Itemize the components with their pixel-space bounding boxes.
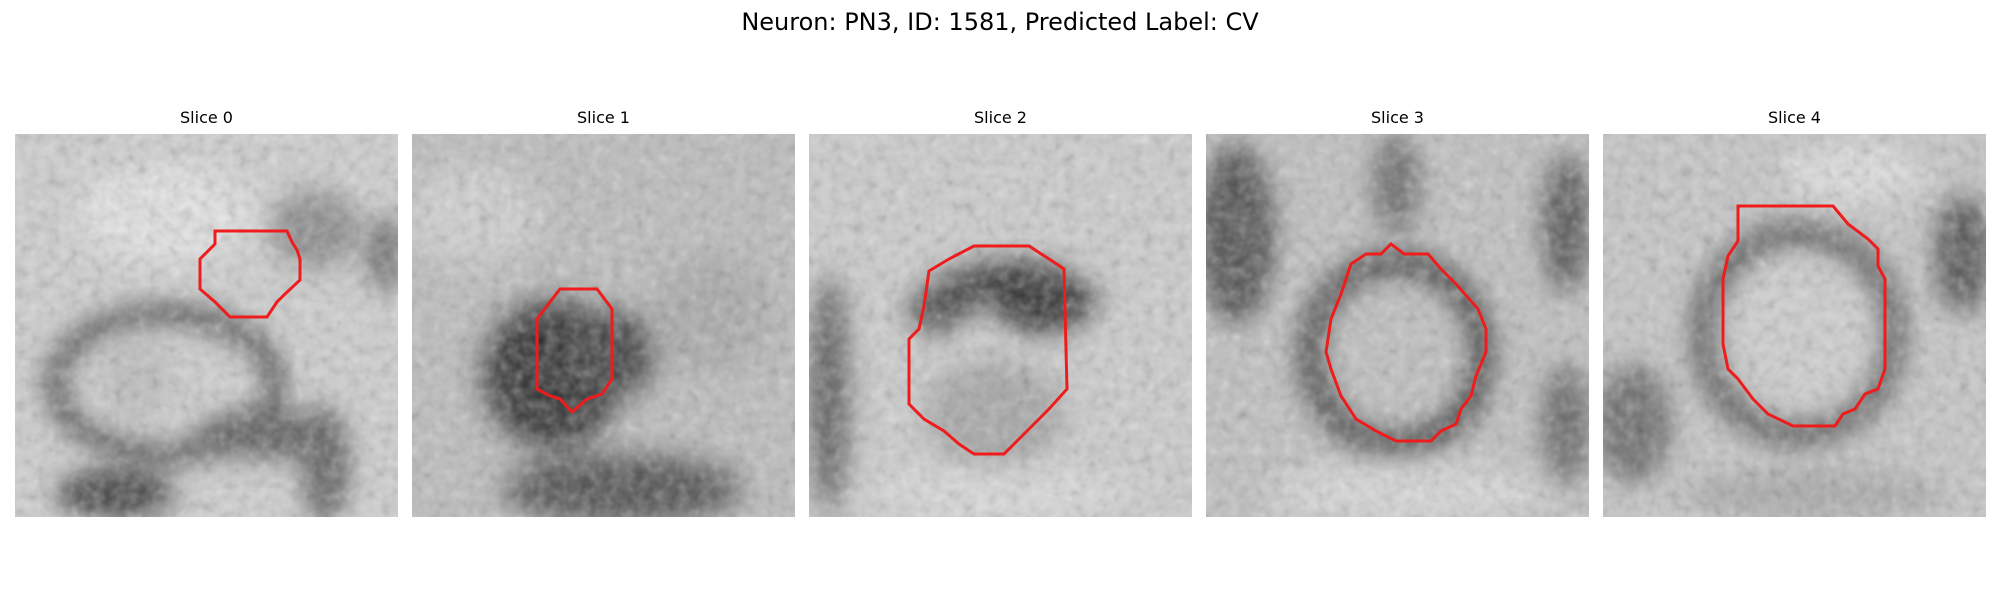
contour-4 <box>1721 204 1887 428</box>
slice-title-3: Slice 3 <box>1371 108 1424 127</box>
slice-panel-1: Slice 1 <box>412 108 795 517</box>
slice-title-0: Slice 0 <box>180 108 233 127</box>
slice-panel-0: Slice 0 <box>15 108 398 517</box>
slice-image-3 <box>1206 134 1589 517</box>
figure-title: Neuron: PN3, ID: 1581, Predicted Label: … <box>741 8 1259 36</box>
slice-title-2: Slice 2 <box>974 108 1027 127</box>
slice-title-4: Slice 4 <box>1768 108 1821 127</box>
slice-image-2 <box>809 134 1192 517</box>
slice-title-1: Slice 1 <box>577 108 630 127</box>
contour-2 <box>907 244 1069 456</box>
slice-image-1 <box>412 134 795 517</box>
contour-3 <box>1324 242 1488 443</box>
contour-1 <box>535 287 614 415</box>
slice-panel-4: Slice 4 <box>1603 108 1986 517</box>
slice-panel-2: Slice 2 <box>809 108 1192 517</box>
slice-image-4 <box>1603 134 1986 517</box>
slice-panel-3: Slice 3 <box>1206 108 1589 517</box>
slice-image-0 <box>15 134 398 517</box>
contour-0 <box>198 229 302 319</box>
